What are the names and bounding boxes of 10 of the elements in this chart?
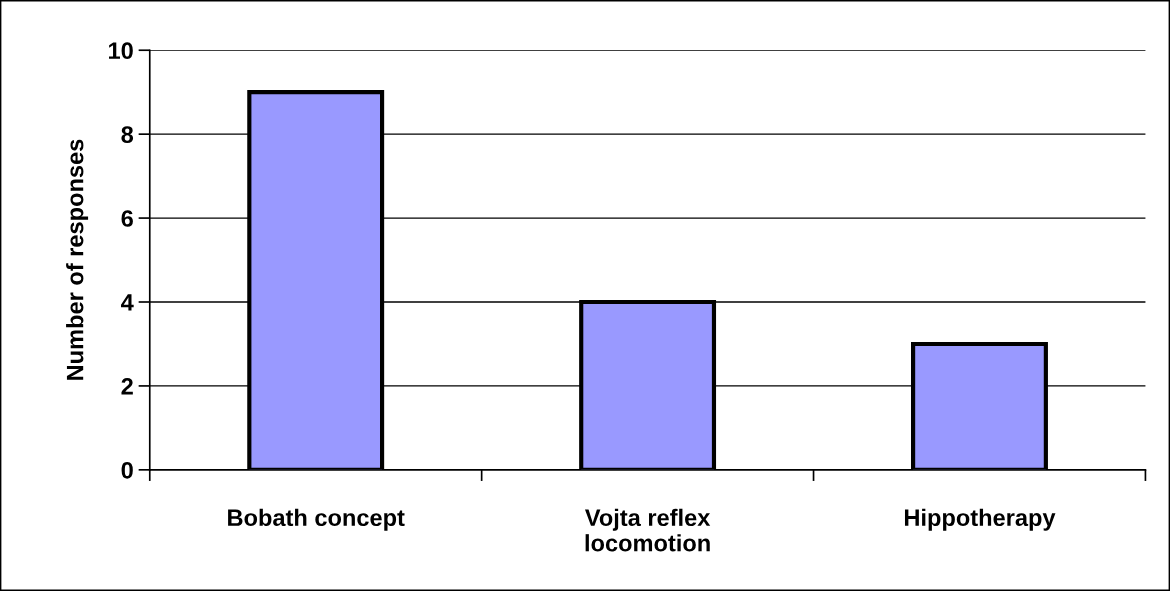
y-tick-label: 8 bbox=[121, 126, 134, 143]
y-tick-label: 10 bbox=[109, 42, 133, 60]
y-tick-label: 0 bbox=[121, 461, 133, 479]
y-tick-label: 6 bbox=[121, 210, 133, 227]
y-tick-label: 4 bbox=[121, 294, 134, 311]
y-tick-label: 2 bbox=[121, 377, 133, 395]
x-tick-label: Hippotherapy bbox=[904, 508, 1056, 531]
x-tick-label: Bobath concept bbox=[228, 508, 405, 531]
y-axis-title: Number of responses bbox=[66, 139, 89, 380]
x-tick-label: Vojta reflex locomotion bbox=[584, 508, 711, 552]
